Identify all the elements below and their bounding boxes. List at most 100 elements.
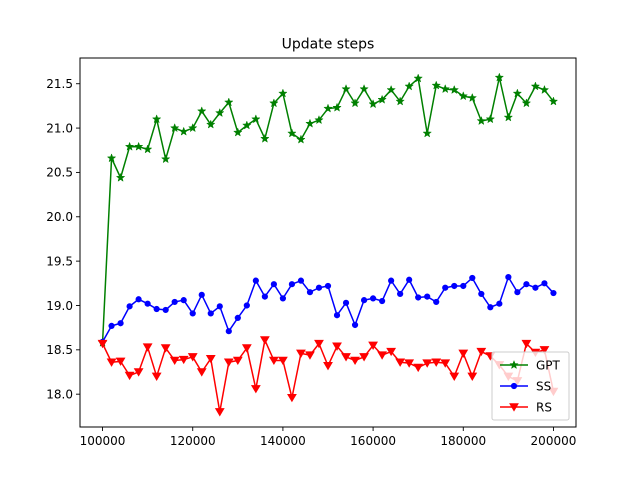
data-point-ss <box>541 280 548 287</box>
data-point-ss <box>487 304 494 311</box>
data-point-ss <box>433 298 440 306</box>
data-point-rs <box>395 358 406 367</box>
data-point-gpt <box>287 128 297 138</box>
legend-item-gpt: GPT <box>500 358 561 372</box>
data-point-gpt <box>196 106 207 116</box>
data-point-ss <box>496 300 503 307</box>
data-point-ss <box>469 274 476 282</box>
data-point-ss <box>514 289 521 296</box>
data-point-rs <box>142 343 153 352</box>
legend-label: SS <box>536 379 551 393</box>
data-point-gpt <box>332 102 342 112</box>
data-point-rs <box>133 368 144 377</box>
data-point-rs <box>323 362 333 371</box>
data-point-rs <box>241 344 252 353</box>
data-point-rs <box>440 359 451 368</box>
y-tick-label: 18.5 <box>46 343 73 357</box>
data-point-ss <box>207 310 214 317</box>
data-point-gpt <box>151 114 162 124</box>
data-point-gpt <box>395 96 405 106</box>
axes-layer: 100000 120000 140000 160000 180000 200000 18.0… <box>46 57 577 448</box>
x-tick-label: 100000 <box>80 434 126 448</box>
data-point-ss <box>234 314 241 321</box>
data-point-gpt <box>458 91 469 101</box>
data-point-rs <box>377 351 388 360</box>
legend-marker <box>509 359 519 370</box>
data-point-rs <box>341 353 351 362</box>
data-point-ss <box>315 284 323 291</box>
data-point-ss <box>216 303 223 310</box>
data-point-ss <box>180 297 187 304</box>
data-point-rs <box>449 372 460 382</box>
data-point-ss <box>342 299 350 306</box>
data-point-gpt <box>115 172 126 182</box>
data-point-ss <box>424 293 431 300</box>
data-point-rs <box>476 347 487 357</box>
legend-item-ss: SS <box>500 379 551 393</box>
data-point-gpt <box>169 123 180 133</box>
data-point-ss <box>523 281 530 288</box>
series-ss <box>99 273 557 345</box>
data-point-ss <box>288 281 296 288</box>
y-tick-label: 20.5 <box>46 166 73 180</box>
data-point-ss <box>279 295 287 302</box>
data-point-gpt <box>440 84 451 94</box>
data-point-gpt <box>314 115 324 125</box>
data-point-ss <box>369 295 377 302</box>
data-point-rs <box>332 342 342 351</box>
data-point-ss <box>333 312 341 319</box>
data-point-gpt <box>133 141 144 151</box>
data-point-ss <box>297 277 305 284</box>
data-point-ss <box>144 300 151 307</box>
data-point-rs <box>359 353 369 362</box>
data-point-ss <box>225 328 232 335</box>
data-point-gpt <box>323 103 333 113</box>
data-point-gpt <box>215 107 225 118</box>
data-point-rs <box>278 356 288 366</box>
y-tick-label: 18.0 <box>46 387 73 401</box>
data-point-rs <box>467 372 478 382</box>
data-point-ss <box>252 277 259 284</box>
data-point-rs <box>314 339 324 349</box>
data-point-gpt <box>233 127 243 137</box>
x-tick-label: 140000 <box>260 434 306 448</box>
data-point-ss <box>478 290 485 298</box>
data-point-gpt <box>142 144 153 154</box>
data-point-ss <box>360 297 368 304</box>
x-tick-label: 120000 <box>170 434 216 448</box>
y-tick-label: 20.0 <box>46 210 73 224</box>
data-point-ss <box>306 289 314 296</box>
data-point-gpt <box>160 154 171 164</box>
data-point-rs <box>287 393 297 403</box>
y-tick-label: 19.5 <box>46 254 73 268</box>
y-tick-label: 21.0 <box>46 121 73 135</box>
data-point-ss <box>171 298 178 306</box>
data-point-ss <box>451 282 458 290</box>
data-point-gpt <box>422 128 432 138</box>
data-point-rs <box>205 354 216 364</box>
data-point-gpt <box>350 98 360 108</box>
data-point-gpt <box>386 84 396 94</box>
data-point-ss <box>243 302 250 309</box>
legend-marker <box>510 382 518 390</box>
y-tick-label: 19.0 <box>46 299 73 313</box>
data-point-rs <box>115 357 126 366</box>
data-point-rs <box>368 341 378 350</box>
data-point-gpt <box>485 114 496 124</box>
data-point-rs <box>169 356 180 366</box>
data-point-gpt <box>278 88 288 98</box>
data-point-rs <box>413 363 424 373</box>
data-point-ss <box>550 289 557 297</box>
data-point-gpt <box>413 73 423 83</box>
data-point-rs <box>539 346 550 355</box>
data-point-rs <box>106 358 117 367</box>
data-point-ss <box>162 306 169 314</box>
data-point-ss <box>397 290 404 298</box>
axes-frame <box>79 57 577 428</box>
data-point-ss <box>126 303 133 310</box>
data-point-rs <box>458 349 469 358</box>
data-point-gpt <box>251 114 261 124</box>
data-point-ss <box>406 276 413 283</box>
data-point-gpt <box>521 98 532 108</box>
legend-item-rs: RS <box>500 400 552 414</box>
